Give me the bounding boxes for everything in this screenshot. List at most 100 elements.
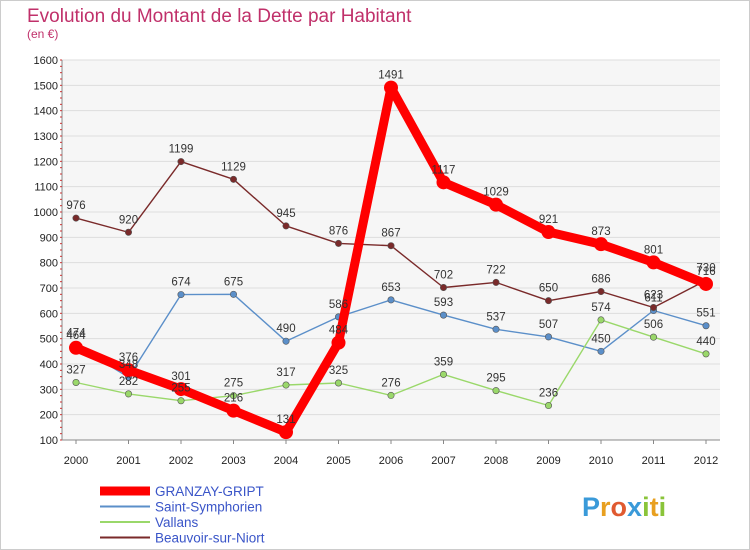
data-label-granzay-gript: 1117 <box>432 164 456 176</box>
x-tick-label: 2007 <box>431 455 455 467</box>
data-point-granzay-gript <box>331 335 346 350</box>
data-label-vallans: 325 <box>329 365 348 377</box>
x-tick-label: 2004 <box>274 455 298 467</box>
data-point-granzay-gript <box>226 403 241 418</box>
y-tick-label: 200 <box>40 410 58 422</box>
data-label-vallans: 236 <box>539 388 558 400</box>
data-label-beauvoir-sur-niort: 920 <box>119 214 138 226</box>
data-label-granzay-gript: 216 <box>224 393 243 405</box>
data-point-granzay-gript <box>69 340 83 355</box>
data-point-granzay-gript <box>121 363 136 378</box>
y-axis: 100 200 300 400 500 600 700 800 900 1000 1100 1200 1… <box>34 55 63 447</box>
data-point-vallans <box>230 392 238 400</box>
data-label-granzay-gript: 464 <box>66 330 86 342</box>
data-point-vallans <box>702 350 710 358</box>
data-point-saint-symphorien <box>597 347 605 355</box>
x-tick-label: 2009 <box>536 455 560 467</box>
data-point-saint-symphorien <box>387 296 395 304</box>
data-label-beauvoir-sur-niort: 876 <box>329 225 348 237</box>
y-tick-label: 600 <box>40 308 58 320</box>
data-point-beauvoir-sur-niort <box>177 158 185 166</box>
data-point-vallans <box>282 381 290 389</box>
data-label-beauvoir-sur-niort: 722 <box>486 264 505 276</box>
data-label-granzay-gript: 376 <box>119 352 138 364</box>
data-label-beauvoir-sur-niort: 1199 <box>169 144 194 156</box>
data-point-granzay-gript <box>594 237 608 252</box>
x-tick-label: 2008 <box>484 455 508 467</box>
y-tick-label: 500 <box>40 334 58 346</box>
data-label-beauvoir-sur-niort: 702 <box>434 269 453 281</box>
data-label-beauvoir-sur-niort: 650 <box>539 283 558 295</box>
data-point-saint-symphorien <box>544 333 552 341</box>
x-tick-label: 2002 <box>169 455 193 467</box>
data-label-granzay-gript: 484 <box>329 325 349 337</box>
y-tick-label: 100 <box>40 435 58 447</box>
data-label-vallans: 255 <box>171 383 190 395</box>
data-point-beauvoir-sur-niort <box>72 214 80 222</box>
x-axis: 2000 2001 2002 2003 2004 2005 2006 2007 2008 2009… <box>62 439 720 467</box>
data-point-beauvoir-sur-niort <box>649 304 657 312</box>
data-point-saint-symphorien <box>177 291 185 299</box>
data-label-granzay-gript: 801 <box>644 244 663 256</box>
data-point-beauvoir-sur-niort <box>597 288 605 296</box>
data-label-vallans: 295 <box>486 373 505 385</box>
data-label-saint-symphorien: 653 <box>381 282 400 294</box>
data-label-vallans: 574 <box>591 302 611 314</box>
y-tick-label: 400 <box>40 359 58 371</box>
data-point-beauvoir-sur-niort <box>230 175 238 183</box>
data-label-granzay-gript: 716 <box>696 266 715 278</box>
proxiti-logo: Proxiti <box>582 492 666 522</box>
data-label-saint-symphorien: 674 <box>171 277 191 289</box>
data-label-beauvoir-sur-niort: 1129 <box>221 161 246 173</box>
data-label-vallans: 506 <box>644 319 663 331</box>
legend-label: Saint-Symphorien <box>155 500 262 515</box>
data-label-saint-symphorien: 507 <box>539 319 558 331</box>
y-tick-label: 1600 <box>34 55 58 67</box>
data-point-vallans <box>439 370 447 378</box>
data-point-vallans <box>177 397 185 405</box>
data-point-granzay-gript <box>646 255 661 270</box>
legend-label: GRANZAY-GRIPT <box>155 484 264 499</box>
y-tick-label: 700 <box>40 283 58 295</box>
data-label-vallans: 440 <box>696 336 715 348</box>
data-point-vallans <box>334 379 342 387</box>
legend-label: Beauvoir-sur-Niort <box>155 531 265 546</box>
data-point-granzay-gript <box>279 425 293 440</box>
data-label-beauvoir-sur-niort: 976 <box>66 200 85 212</box>
data-point-granzay-gript <box>384 80 398 95</box>
data-label-saint-symphorien: 348 <box>119 359 138 371</box>
data-label-granzay-gript: 873 <box>591 226 610 238</box>
data-point-beauvoir-sur-niort <box>282 222 290 230</box>
data-point-beauvoir-sur-niort <box>387 242 395 250</box>
data-label-vallans: 327 <box>66 364 85 376</box>
data-point-saint-symphorien <box>702 322 710 330</box>
data-label-granzay-gript: 131 <box>276 414 295 426</box>
data-point-vallans <box>125 390 133 398</box>
legend-label: Vallans <box>155 515 199 530</box>
y-tick-label: 900 <box>40 232 58 244</box>
data-point-vallans <box>72 378 80 386</box>
data-point-saint-symphorien <box>492 325 500 333</box>
y-tick-label: 800 <box>40 258 58 270</box>
data-label-beauvoir-sur-niort: 623 <box>644 290 663 302</box>
data-point-granzay-gript <box>436 175 451 190</box>
data-label-saint-symphorien: 490 <box>276 323 295 335</box>
y-tick-label: 300 <box>40 384 58 396</box>
data-label-saint-symphorien: 675 <box>224 276 243 288</box>
data-point-granzay-gript <box>174 382 188 397</box>
data-point-beauvoir-sur-niort <box>544 297 552 305</box>
data-point-saint-symphorien <box>282 337 290 345</box>
x-tick-label: 2011 <box>642 455 666 467</box>
data-label-granzay-gript: 301 <box>171 371 190 383</box>
data-label-vallans: 276 <box>381 377 400 389</box>
data-point-saint-symphorien <box>439 311 447 319</box>
data-label-granzay-gript: 1491 <box>378 70 404 82</box>
x-tick-label: 2010 <box>589 455 613 467</box>
x-tick-label: 2003 <box>221 455 245 467</box>
data-labels: 464 376 301 216 131 484 1491 1117 1029 921 873 801 7… <box>66 70 715 427</box>
data-label-vallans: 359 <box>434 356 453 368</box>
y-tick-label: 1000 <box>34 207 58 219</box>
x-tick-label: 2005 <box>326 455 350 467</box>
data-point-beauvoir-sur-niort <box>492 278 500 286</box>
